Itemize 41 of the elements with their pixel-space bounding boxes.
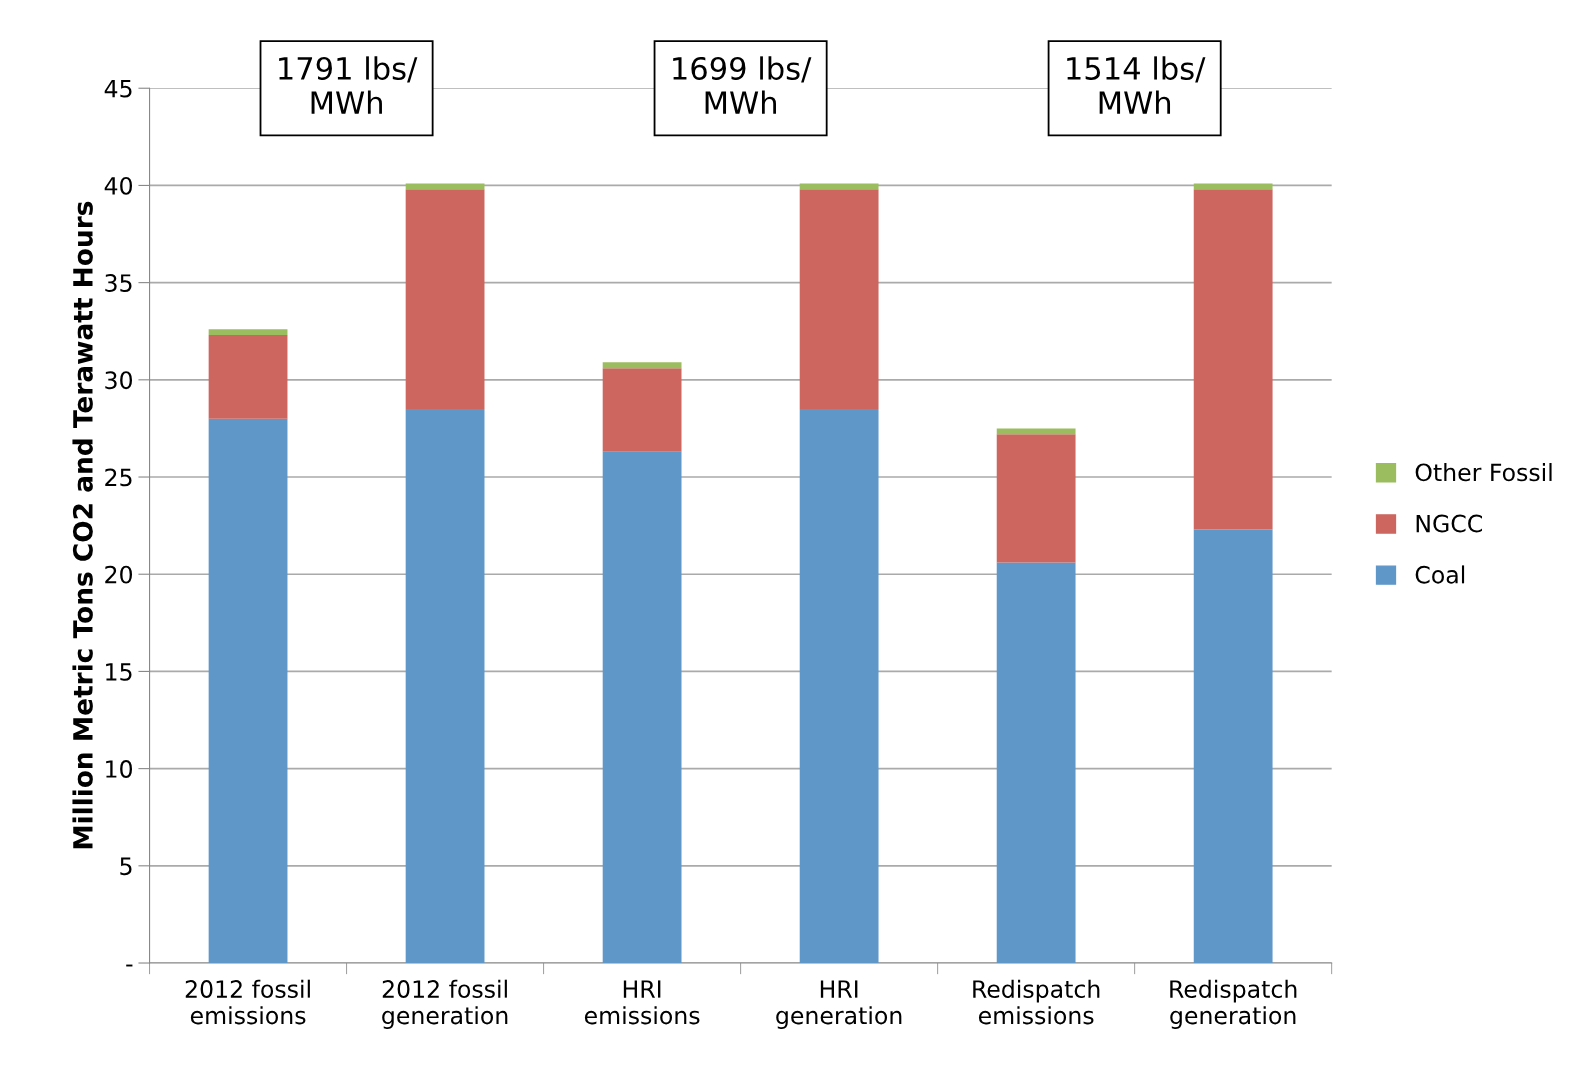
annotation: 1791 lbs/ MWh [279, 56, 418, 114]
y-tick-label: 25 [105, 468, 132, 487]
legend-label: Coal [1415, 565, 1465, 584]
y-tick-label: 30 [105, 371, 133, 390]
bar [405, 183, 485, 190]
x-tick-label: 2012 fossil emissions [185, 979, 310, 1025]
x-tick-label: HRI generation [776, 980, 902, 1029]
y-tick-label: 45 [104, 79, 132, 98]
bar [208, 418, 288, 964]
bar [405, 408, 485, 964]
bar [602, 368, 682, 452]
bar [996, 434, 1076, 563]
bar [208, 335, 288, 419]
bar [996, 428, 1076, 435]
y-axis-title: Million Metric Tons CO2 and Terawatt Hours [72, 201, 93, 849]
x-tick-label: 2012 fossil generation [382, 979, 508, 1029]
bar [1193, 189, 1273, 530]
bar [799, 189, 879, 409]
bar [799, 183, 879, 190]
bar [799, 408, 879, 964]
y-tick-label: 40 [104, 176, 133, 195]
y-tick-label: 10 [106, 760, 133, 778]
bar [208, 329, 288, 336]
x-tick-label: Redispatch emissions [973, 979, 1100, 1025]
y-tick-label: - [126, 964, 133, 967]
annotation: 1699 lbs/ MWh [673, 56, 812, 114]
bar [1193, 183, 1273, 190]
y-tick-label: 20 [105, 565, 133, 584]
bar [602, 451, 682, 964]
x-tick-label: HRI emissions [584, 980, 700, 1025]
bar [1193, 529, 1273, 964]
y-tick-label: 15 [106, 663, 132, 681]
legend-label: Other Fossil [1415, 463, 1552, 482]
bar [996, 562, 1076, 964]
annotation: 1514 lbs/ MWh [1067, 56, 1206, 114]
bar [405, 189, 485, 409]
y-tick-label: 5 [120, 857, 132, 876]
x-tick-label: Redispatch generation [1170, 979, 1297, 1029]
y-tick-label: 35 [105, 274, 132, 292]
legend-label: NGCC [1416, 514, 1482, 533]
bar [602, 362, 682, 369]
